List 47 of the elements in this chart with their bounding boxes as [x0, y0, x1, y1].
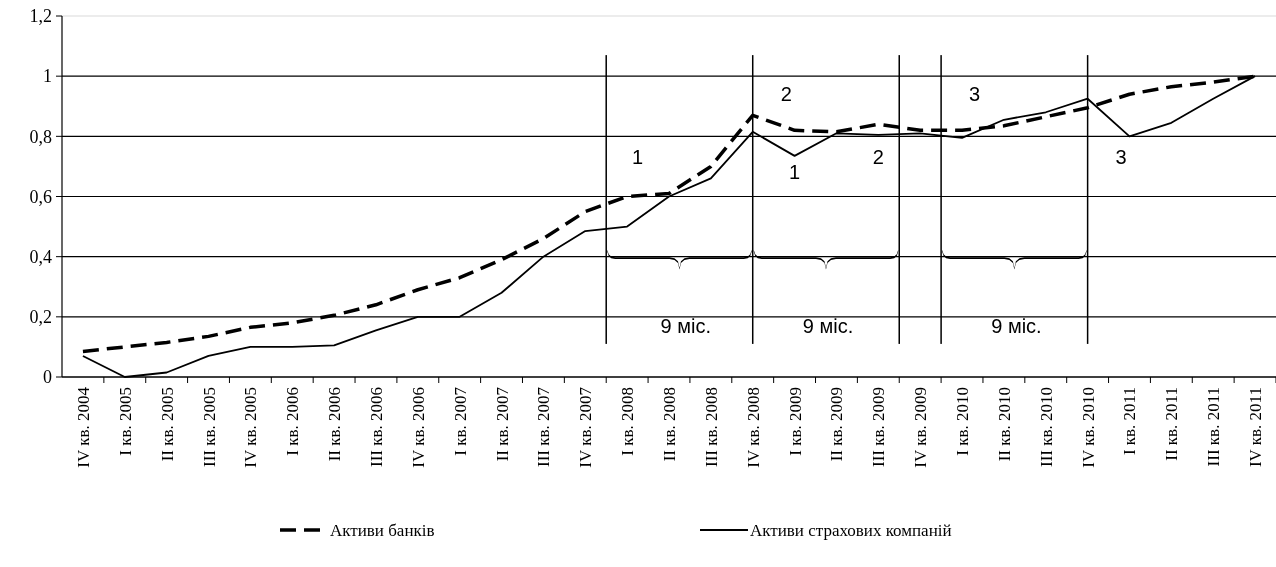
y-tick-label: 0,4 — [29, 246, 52, 267]
x-tick-label: IV кв. 2008 — [743, 387, 763, 468]
x-tick-label: III кв. 2008 — [701, 387, 721, 468]
x-tick-label: I кв. 2008 — [618, 387, 638, 456]
x-tick-label: I кв. 2005 — [115, 387, 135, 456]
x-tick-label: III кв. 2010 — [1036, 387, 1056, 468]
x-tick-label: II кв. 2010 — [994, 387, 1014, 462]
x-tick-label: III кв. 2009 — [869, 387, 889, 468]
x-tick-label: I кв. 2010 — [953, 387, 973, 456]
x-tick-label: II кв. 2009 — [827, 387, 847, 462]
x-tick-label: III кв. 2011 — [1204, 387, 1224, 467]
y-tick-label: 1,2 — [29, 6, 52, 27]
annotation: 1 — [632, 146, 644, 169]
legend-label: Активи страхових компаній — [750, 520, 952, 540]
x-tick-label: II кв. 2008 — [660, 387, 679, 462]
x-tick-label: II кв. 2007 — [492, 386, 512, 462]
x-tick-label: I кв. 2011 — [1120, 387, 1140, 456]
y-tick-label: 1 — [43, 66, 52, 87]
x-tick-label: I кв. 2006 — [283, 387, 303, 456]
x-tick-label: II кв. 2011 — [1162, 387, 1182, 461]
x-tick-label: IV кв. 2011 — [1246, 387, 1266, 468]
x-tick-label: III кв. 2005 — [199, 387, 219, 468]
x-tick-label: II кв. 2006 — [325, 387, 345, 462]
x-tick-label: IV кв. 2007 — [576, 386, 596, 468]
y-tick-label: 0,2 — [29, 307, 52, 328]
annotation: 9 міс. — [660, 314, 711, 337]
x-tick-label: IV кв. 2009 — [911, 387, 931, 468]
x-tick-label: IV кв. 2004 — [73, 386, 93, 468]
annotation: 1 — [789, 161, 801, 184]
x-tick-label: I кв. 2007 — [450, 386, 470, 456]
x-tick-label: II кв. 2005 — [157, 387, 177, 462]
annotation: 3 — [969, 83, 981, 106]
annotation: 2 — [780, 83, 792, 106]
annotation: 9 міс. — [991, 314, 1042, 337]
y-tick-label: 0,8 — [29, 126, 52, 147]
x-tick-label: III кв. 2006 — [366, 387, 386, 468]
x-tick-label: IV кв. 2010 — [1078, 387, 1098, 468]
x-tick-label: IV кв. 2006 — [408, 387, 428, 468]
x-tick-label: I кв. 2009 — [785, 387, 805, 456]
y-tick-label: 0,6 — [29, 186, 52, 207]
annotation: 9 міс. — [802, 314, 854, 337]
x-tick-label: III кв. 2007 — [534, 386, 554, 468]
legend-label: Активи банків — [330, 520, 435, 540]
annotation: 2 — [872, 146, 884, 169]
y-tick-label: 0 — [43, 367, 52, 388]
annotation: 3 — [1115, 146, 1127, 169]
x-tick-label: IV кв. 2005 — [241, 387, 261, 468]
